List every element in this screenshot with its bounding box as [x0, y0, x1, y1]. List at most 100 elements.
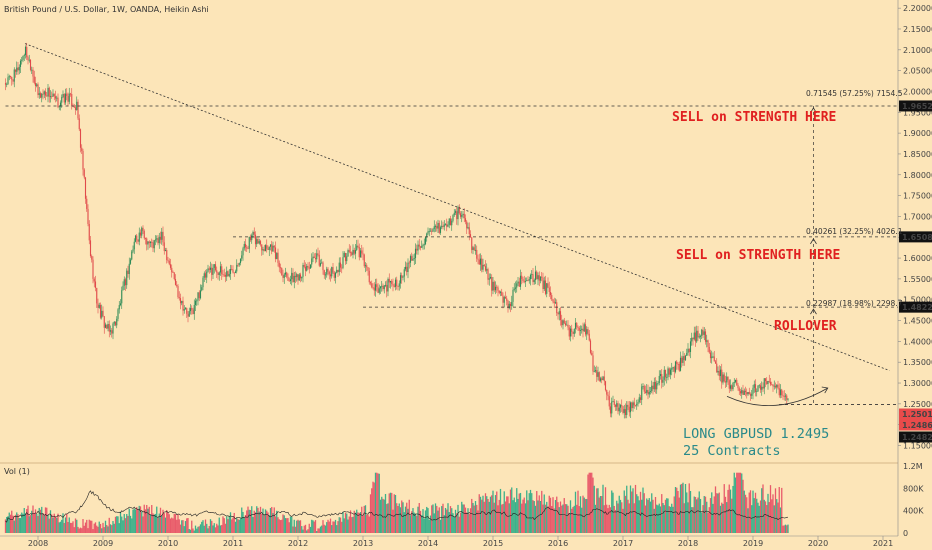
- volume-bar: [211, 520, 213, 533]
- volume-bar: [194, 525, 197, 533]
- candle-body: [4, 83, 7, 85]
- time-axis[interactable]: 2008 2009 2010 2011 2012 2013 2014 2015 2016 2017…: [28, 536, 893, 548]
- candle-body: [704, 331, 707, 342]
- volume-bar: [193, 530, 195, 533]
- candle-body: [128, 263, 130, 275]
- volume-bar: [584, 498, 587, 533]
- volume-bar: [378, 473, 380, 533]
- volume-bar: [426, 506, 428, 533]
- volume-bar: [779, 507, 782, 533]
- candle-body: [637, 402, 639, 404]
- candle-body: [254, 234, 257, 245]
- candle-body: [167, 260, 169, 261]
- volume-bar: [204, 519, 207, 533]
- candle-body: [502, 295, 504, 303]
- volume-bar: [366, 514, 368, 533]
- volume-bar: [238, 519, 240, 533]
- volume-bar: [346, 513, 348, 533]
- volume-bar: [747, 508, 749, 533]
- volume-bar: [24, 513, 27, 533]
- candle-body: [82, 150, 84, 170]
- volume-bar: [318, 528, 320, 533]
- price-tag-label: 1.65087: [902, 233, 932, 242]
- candle-body: [237, 264, 239, 266]
- candle-body: [164, 250, 167, 251]
- volume-bar: [316, 530, 318, 533]
- candle-body: [619, 405, 622, 408]
- volume-bar: [724, 496, 727, 533]
- candle-body: [782, 395, 784, 397]
- candle-body: [718, 370, 720, 377]
- candle-body: [471, 237, 473, 250]
- candle-body: [738, 388, 740, 392]
- candle-body: [221, 266, 223, 275]
- candle-body: [172, 272, 174, 273]
- volume-bar: [178, 519, 180, 533]
- volume-bar: [734, 477, 737, 533]
- candle-body: [289, 279, 292, 282]
- volume-bar: [209, 519, 212, 533]
- volume-bar: [482, 495, 484, 533]
- volume-bar: [654, 496, 657, 533]
- candle-body: [573, 328, 575, 334]
- candle-body: [343, 252, 345, 258]
- y-tick-label: 1.50000: [903, 296, 932, 305]
- candle-body: [363, 254, 365, 267]
- volume-bar: [783, 525, 785, 533]
- volume-bar: [492, 490, 494, 533]
- candle-body: [392, 284, 394, 286]
- volume-bar: [524, 503, 527, 533]
- volume-bar: [326, 522, 328, 533]
- volume-bar: [692, 507, 694, 533]
- candle-body: [543, 280, 545, 290]
- x-tick-label: 2012: [288, 539, 308, 548]
- volume-bar: [73, 527, 75, 533]
- candle-body: [641, 386, 643, 400]
- candle-body: [751, 393, 753, 396]
- candle-body: [497, 287, 499, 291]
- candle-body: [668, 368, 670, 375]
- volume-bar: [757, 502, 759, 533]
- volume-bar: [234, 521, 237, 533]
- candle-body: [331, 267, 333, 277]
- volume-bar: [393, 494, 395, 533]
- volume-bar: [221, 524, 223, 533]
- candle-body: [84, 177, 87, 199]
- volume-bar: [311, 519, 313, 533]
- volume-bar: [356, 509, 358, 533]
- volume-bar: [677, 491, 679, 533]
- candle-body: [518, 281, 520, 287]
- candle-body: [617, 403, 619, 412]
- volume-bar: [614, 509, 617, 533]
- candle-body: [282, 275, 284, 278]
- candle-body: [361, 250, 363, 254]
- volume-bar: [493, 502, 495, 533]
- volume-bar: [557, 502, 559, 533]
- candle-body: [121, 290, 123, 304]
- volume-bar: [244, 515, 247, 533]
- candle-body: [679, 357, 682, 371]
- volume-bar: [88, 519, 90, 533]
- volume-bar: [354, 512, 357, 533]
- candle-body: [152, 242, 154, 249]
- volume-bar: [51, 514, 53, 533]
- volume-bar: [298, 520, 300, 533]
- candle-body: [199, 290, 202, 299]
- volume-bar: [412, 508, 414, 533]
- volume-bar: [546, 501, 548, 533]
- candle-body: [618, 407, 620, 412]
- volume-bar: [616, 500, 618, 533]
- candle-body: [47, 87, 49, 97]
- volume-bar: [247, 506, 249, 533]
- candle-body: [743, 390, 745, 395]
- volume-bar: [533, 501, 535, 533]
- candle-body: [516, 283, 518, 288]
- candle-body: [412, 259, 414, 261]
- x-tick-label: 2008: [28, 539, 48, 548]
- volume-bar: [31, 510, 33, 533]
- candle-body: [294, 275, 297, 278]
- candle-body: [784, 395, 787, 397]
- volume-bar: [713, 496, 715, 533]
- volume-bar: [629, 485, 632, 533]
